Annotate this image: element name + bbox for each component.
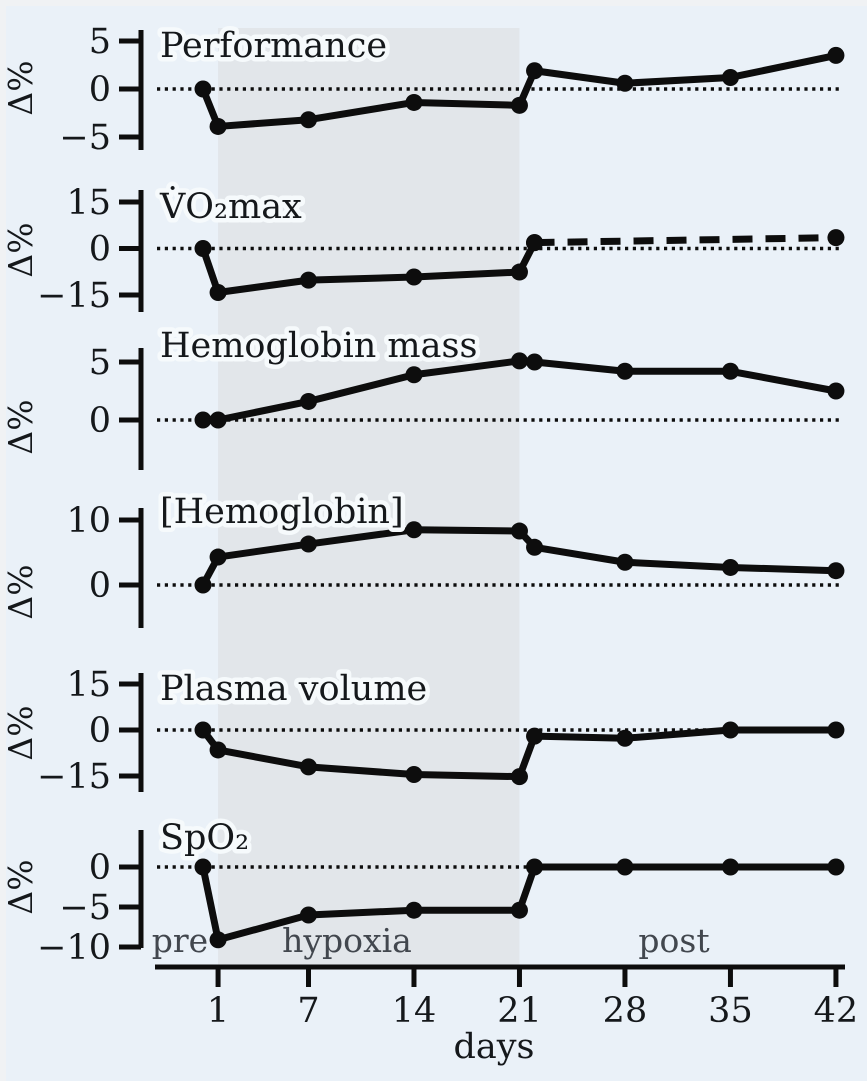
data-point — [526, 353, 544, 371]
data-point — [405, 766, 423, 784]
data-point — [299, 906, 317, 924]
data-point — [827, 858, 845, 876]
phase-label: post — [638, 921, 709, 960]
data-point — [299, 535, 317, 553]
data-point — [299, 758, 317, 776]
y-tick-label: 15 — [66, 183, 111, 223]
y-tick-label: −5 — [59, 118, 111, 158]
hypoxia-band — [218, 28, 520, 967]
data-point — [209, 117, 227, 135]
data-point — [194, 858, 212, 876]
x-tick-label: 21 — [497, 991, 542, 1031]
panel-title: Performance — [160, 26, 387, 66]
phase-label: pre — [152, 921, 208, 960]
y-tick-label: 5 — [89, 343, 111, 383]
data-point — [405, 366, 423, 384]
y-tick-label: 5 — [89, 22, 111, 62]
y-tick-label: −15 — [37, 276, 111, 316]
phase-label: hypoxia — [282, 921, 412, 960]
x-axis-title: days — [453, 1027, 534, 1067]
y-tick-label: 0 — [89, 401, 111, 441]
data-point — [721, 721, 739, 739]
x-tick-label: 14 — [392, 991, 437, 1031]
data-point — [721, 362, 739, 380]
data-point — [510, 901, 528, 919]
data-point — [526, 538, 544, 556]
data-point — [616, 858, 634, 876]
page-edge-left — [0, 0, 6, 1081]
data-point — [827, 229, 845, 247]
panel-title: V̇O₂max — [159, 186, 302, 227]
data-point — [299, 111, 317, 129]
data-point — [526, 62, 544, 80]
data-point — [721, 858, 739, 876]
page-edge-top — [0, 0, 867, 6]
panel-title: [Hemoglobin] — [160, 492, 404, 532]
data-point — [194, 576, 212, 594]
y-tick-label: 0 — [89, 70, 111, 110]
y-axis-unit-label: Δ% — [1, 222, 40, 277]
y-axis-unit-label: Δ% — [1, 859, 40, 914]
data-point — [616, 729, 634, 747]
data-point — [209, 741, 227, 759]
y-tick-label: 0 — [89, 230, 111, 270]
data-point — [299, 271, 317, 289]
data-point — [405, 268, 423, 286]
x-tick-label: 42 — [814, 991, 859, 1031]
data-point — [510, 352, 528, 370]
x-tick-label: 7 — [297, 991, 319, 1031]
data-point — [616, 362, 634, 380]
data-point — [194, 240, 212, 257]
data-point — [510, 96, 528, 114]
data-point — [526, 727, 544, 745]
data-point — [510, 522, 528, 540]
data-point — [405, 521, 423, 539]
data-point — [616, 553, 634, 571]
y-tick-label: 10 — [66, 501, 111, 541]
y-axis-unit-label: Δ% — [1, 564, 40, 619]
data-point — [510, 263, 528, 281]
data-point — [510, 768, 528, 786]
x-tick-label: 1 — [207, 991, 229, 1031]
panel-title: Hemoglobin mass — [160, 326, 477, 366]
data-point — [616, 74, 634, 92]
y-tick-label: −10 — [37, 928, 111, 968]
y-axis-unit-label: Δ% — [1, 399, 40, 454]
x-tick-label: 28 — [603, 991, 648, 1031]
y-tick-label: 0 — [89, 566, 111, 606]
data-point — [721, 558, 739, 576]
data-point — [526, 858, 544, 876]
data-point — [526, 234, 544, 252]
y-tick-label: −5 — [59, 888, 111, 928]
y-tick-label: 0 — [89, 711, 111, 751]
y-tick-label: −15 — [37, 757, 111, 797]
data-point — [194, 80, 212, 98]
data-point — [209, 548, 227, 566]
data-point — [299, 392, 317, 410]
y-tick-label: 0 — [89, 848, 111, 888]
data-point — [194, 411, 212, 429]
data-point — [405, 901, 423, 919]
data-point — [209, 411, 227, 429]
panel-title: SpO₂ — [160, 818, 249, 858]
y-axis-unit-label: Δ% — [1, 60, 40, 115]
y-tick-label: 15 — [66, 665, 111, 705]
data-point — [209, 284, 227, 302]
panel-title: Plasma volume — [160, 669, 427, 709]
y-axis-unit-label: Δ% — [1, 705, 40, 760]
data-point — [721, 68, 739, 86]
data-point — [194, 721, 212, 739]
data-point — [405, 93, 423, 111]
data-point — [209, 931, 227, 949]
data-line-dashed — [534, 234, 836, 247]
data-point — [827, 562, 845, 580]
x-tick-label: 35 — [708, 991, 753, 1031]
data-point — [827, 382, 845, 400]
data-point — [827, 46, 845, 64]
data-point — [827, 721, 845, 739]
